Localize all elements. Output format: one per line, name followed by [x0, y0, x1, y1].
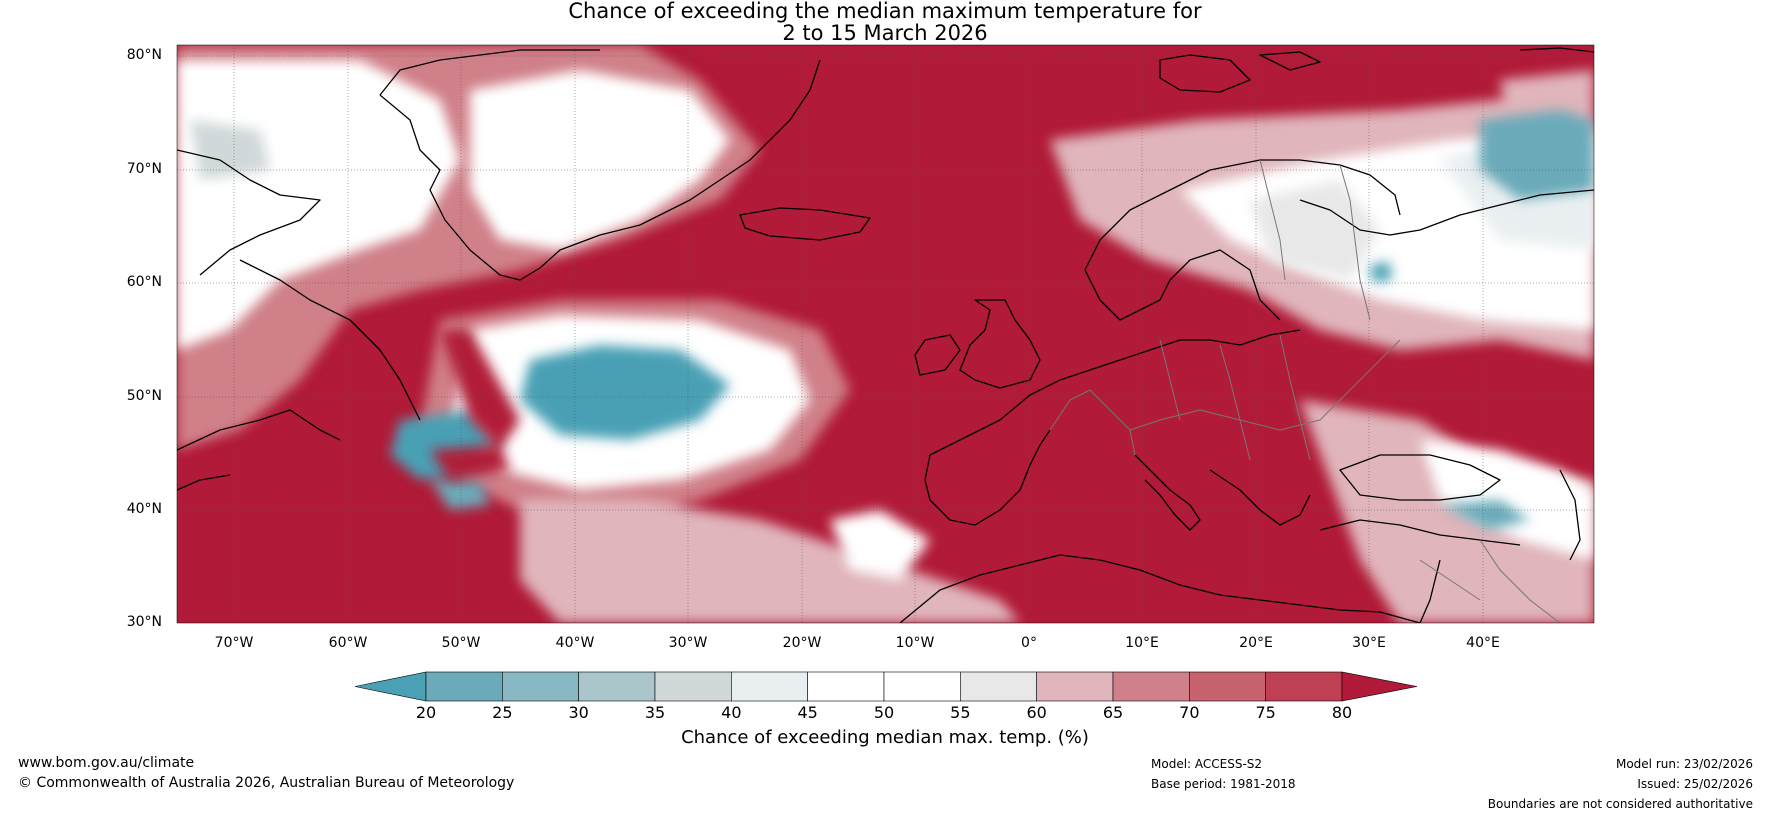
lon-label-50w: 50°W: [441, 635, 481, 651]
colorbar-tick-65: 65: [1102, 703, 1124, 722]
footer-url[interactable]: www.bom.gov.au/climate: [18, 755, 195, 771]
lon-label-0: 0°: [1021, 635, 1037, 651]
country-borders: [1049, 159, 1561, 623]
colorbar-tick-70: 70: [1179, 703, 1200, 722]
footer-base-period: Base period: 1981-2018: [1151, 777, 1296, 791]
colorbar-extend-low: [354, 671, 427, 702]
footer-model: Model: ACCESS-S2: [1151, 757, 1263, 771]
colorbar-tick-20: 20: [415, 703, 437, 722]
colorbar-tick-55: 55: [950, 703, 971, 722]
colorbar-tick-50: 50: [873, 703, 895, 722]
colorbar-cell-75-80: [1265, 671, 1343, 702]
colorbar-cell-65-70: [1112, 671, 1190, 702]
lon-label-60w: 60°W: [328, 635, 368, 651]
colorbar-cell-40-45: [731, 671, 808, 702]
colorbar-cell-45-50: [807, 671, 885, 702]
colorbar-tick-25: 25: [492, 703, 513, 722]
lon-label-20e: 20°E: [1239, 635, 1273, 651]
colorbar-cell-55-60: [960, 671, 1037, 702]
colorbar-cell-20-25: [425, 671, 503, 702]
blue-regions: [390, 110, 1594, 530]
footer-issued: Issued: 25/02/2026: [1637, 777, 1753, 791]
map-area: [177, 45, 1594, 623]
lon-label-40e: 40°E: [1466, 635, 1500, 651]
graticule: [177, 45, 1594, 623]
colorbar-label: Chance of exceeding median max. temp. (%…: [681, 727, 1089, 748]
footer-model-run: Model run: 23/02/2026: [1615, 757, 1753, 771]
colorbar-cell-50-55: [883, 671, 961, 702]
lat-label-60n: 60°N: [126, 274, 162, 290]
footer-disclaimer: Boundaries are not considered authoritat…: [1487, 797, 1753, 811]
forecast-map: [176, 44, 1595, 624]
chart-title-line2: 2 to 15 March 2026: [782, 21, 988, 45]
colorbar-extend-high: [1341, 671, 1418, 702]
red-streaks: [430, 330, 520, 480]
lon-label-10w: 10°W: [895, 635, 935, 651]
colorbar-tick-60: 60: [1026, 703, 1047, 722]
lon-label-40w: 40°W: [555, 635, 595, 651]
colorbar-tick-40: 40: [721, 703, 742, 722]
lon-label-20w: 20°W: [782, 635, 822, 651]
colorbar-tick-45: 45: [797, 703, 818, 722]
colorbar-cell-60-65: [1036, 671, 1114, 702]
colorbar-tick-75: 75: [1255, 703, 1276, 722]
colorbar-cell-25-30: [502, 671, 579, 702]
colorbar-cell-70-75: [1189, 671, 1266, 702]
lat-label-40n: 40°N: [126, 501, 162, 517]
lon-label-10e: 10°E: [1125, 635, 1159, 651]
colorbar-cell-30-35: [578, 671, 656, 702]
lat-label-50n: 50°N: [126, 388, 162, 404]
colorbar-cell-35-40: [654, 671, 732, 702]
colorbar-tick-35: 35: [644, 703, 666, 722]
lon-label-30e: 30°E: [1352, 635, 1386, 651]
lat-label-70n: 70°N: [126, 161, 162, 177]
lon-label-30w: 30°W: [668, 635, 708, 651]
lat-label-30n: 30°N: [126, 614, 162, 630]
footer-copyright: © Commonwealth of Australia 2026, Austra…: [18, 775, 515, 791]
colorbar-tick-30: 30: [568, 703, 589, 722]
colorbar-tick-80: 80: [1331, 703, 1353, 722]
lon-label-70w: 70°W: [214, 635, 254, 651]
colorbar-cells: [354, 671, 1418, 702]
lat-label-80n: 80°N: [126, 47, 162, 63]
map-frame: [176, 44, 1595, 624]
chart-title-line1: Chance of exceeding the median maximum t…: [568, 0, 1202, 23]
